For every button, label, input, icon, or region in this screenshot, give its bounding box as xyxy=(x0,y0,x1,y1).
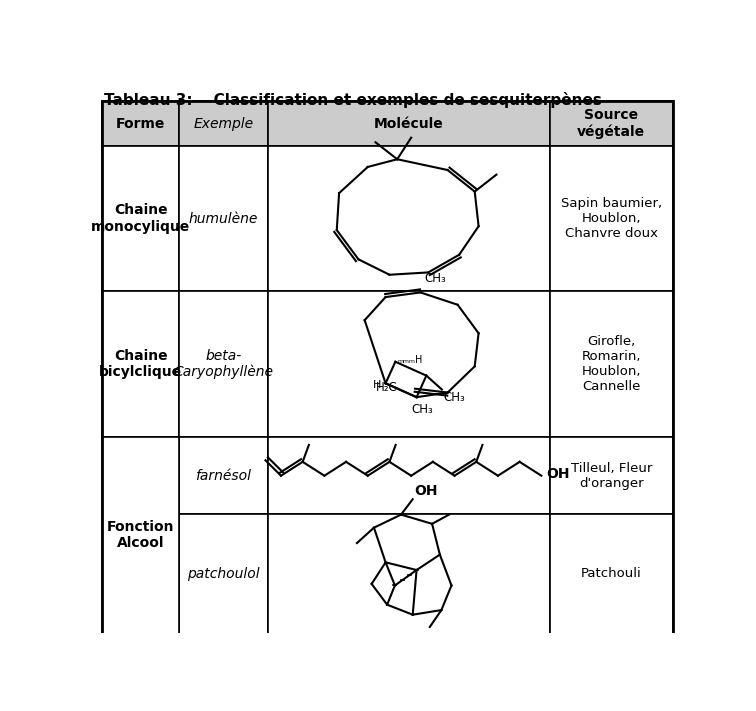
Bar xyxy=(102,102,179,146)
Text: Source
végétale: Source végétale xyxy=(578,108,646,139)
Bar xyxy=(102,291,179,437)
Text: Fonction
Alcool: Fonction Alcool xyxy=(107,520,175,550)
Bar xyxy=(179,514,268,634)
Bar xyxy=(179,291,268,437)
Bar xyxy=(268,102,550,146)
Text: Molécule: Molécule xyxy=(374,117,444,131)
Text: Chaine
bicylclique: Chaine bicylclique xyxy=(99,349,182,379)
Bar xyxy=(179,146,268,291)
Text: patchoulol: patchoulol xyxy=(187,567,260,581)
Text: Forme: Forme xyxy=(116,117,166,131)
Text: CH₃: CH₃ xyxy=(444,391,465,404)
Bar xyxy=(550,291,673,437)
Text: Chaine
monocylique: Chaine monocylique xyxy=(91,203,191,234)
Text: CH₃: CH₃ xyxy=(424,272,446,284)
Text: Patchouli: Patchouli xyxy=(581,567,642,580)
Text: farnésol: farnésol xyxy=(196,469,252,483)
Bar xyxy=(102,146,179,291)
Text: ₘₘₘH: ₘₘₘH xyxy=(398,356,423,365)
Bar xyxy=(102,437,179,634)
Text: OH: OH xyxy=(414,483,438,498)
Bar xyxy=(179,102,268,146)
Text: CH₃: CH₃ xyxy=(411,402,433,415)
Text: H₂C: H₂C xyxy=(376,380,398,394)
Bar xyxy=(268,437,550,514)
Text: Exemple: Exemple xyxy=(194,117,253,131)
Bar xyxy=(179,437,268,514)
Bar xyxy=(268,514,550,634)
Text: Tilleul, Fleur
d'oranger: Tilleul, Fleur d'oranger xyxy=(571,461,652,490)
Text: beta-
Caryophyllène: beta- Caryophyllène xyxy=(173,348,274,380)
Text: OH: OH xyxy=(546,467,569,481)
Bar xyxy=(550,437,673,514)
Text: Sapin baumier,
Houblon,
Chanvre doux: Sapin baumier, Houblon, Chanvre doux xyxy=(561,197,662,240)
Text: H: H xyxy=(373,380,382,390)
Bar xyxy=(268,291,550,437)
Bar xyxy=(550,514,673,634)
Text: Tableau 3:    Classification et exemples de sesquiterpènes: Tableau 3: Classification et exemples de… xyxy=(104,92,602,108)
Text: Girofle,
Romarin,
Houblon,
Cannelle: Girofle, Romarin, Houblon, Cannelle xyxy=(581,335,641,393)
Bar xyxy=(268,146,550,291)
Bar xyxy=(550,146,673,291)
Text: humulène: humulène xyxy=(189,212,258,225)
Bar xyxy=(550,102,673,146)
